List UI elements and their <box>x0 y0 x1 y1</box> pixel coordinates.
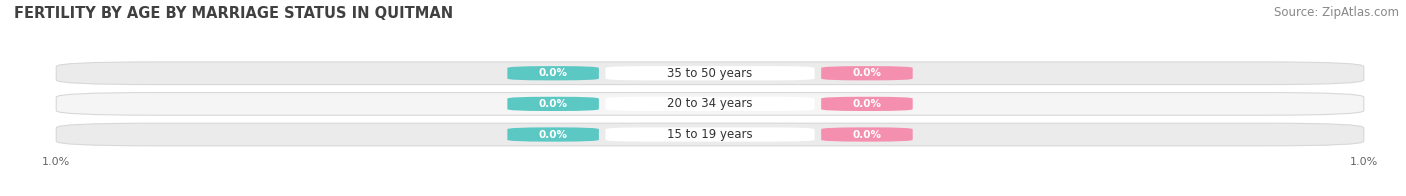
FancyBboxPatch shape <box>606 127 814 142</box>
Text: 20 to 34 years: 20 to 34 years <box>668 97 752 110</box>
FancyBboxPatch shape <box>56 123 1364 146</box>
Text: 0.0%: 0.0% <box>852 99 882 109</box>
Text: 35 to 50 years: 35 to 50 years <box>668 67 752 80</box>
Text: 0.0%: 0.0% <box>852 68 882 78</box>
Text: 15 to 19 years: 15 to 19 years <box>668 128 752 141</box>
FancyBboxPatch shape <box>56 93 1364 115</box>
FancyBboxPatch shape <box>821 127 912 142</box>
Text: 0.0%: 0.0% <box>852 130 882 140</box>
Text: 0.0%: 0.0% <box>538 99 568 109</box>
FancyBboxPatch shape <box>821 97 912 111</box>
FancyBboxPatch shape <box>606 66 814 80</box>
FancyBboxPatch shape <box>821 66 912 80</box>
FancyBboxPatch shape <box>508 66 599 80</box>
FancyBboxPatch shape <box>56 62 1364 85</box>
FancyBboxPatch shape <box>508 97 599 111</box>
Text: Source: ZipAtlas.com: Source: ZipAtlas.com <box>1274 6 1399 19</box>
FancyBboxPatch shape <box>606 97 814 111</box>
Text: 0.0%: 0.0% <box>538 130 568 140</box>
FancyBboxPatch shape <box>508 127 599 142</box>
Text: 0.0%: 0.0% <box>538 68 568 78</box>
Text: FERTILITY BY AGE BY MARRIAGE STATUS IN QUITMAN: FERTILITY BY AGE BY MARRIAGE STATUS IN Q… <box>14 6 453 21</box>
